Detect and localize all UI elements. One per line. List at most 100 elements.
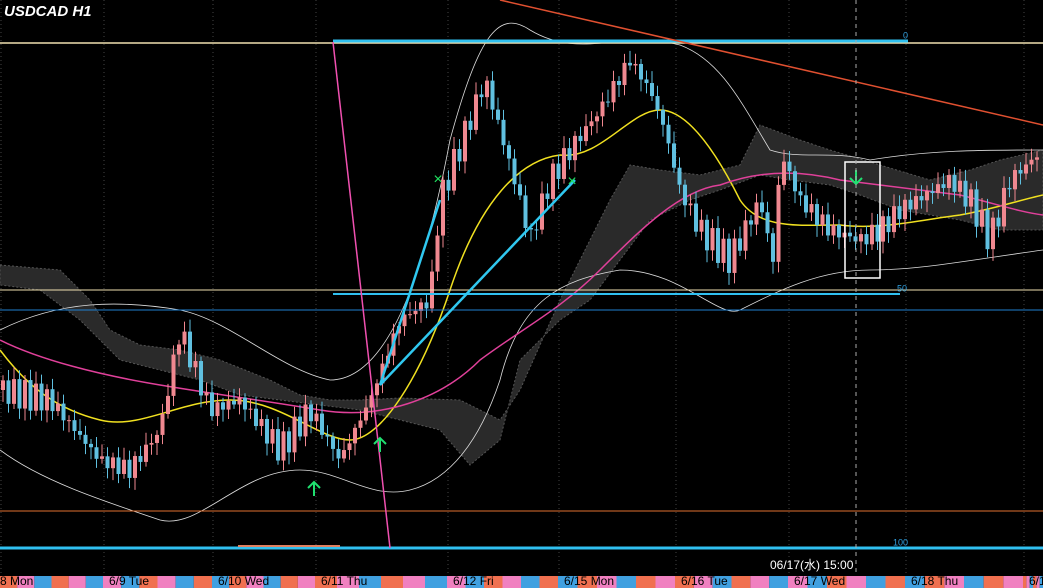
candle-body: [1002, 187, 1006, 227]
candle-body: [908, 199, 913, 210]
candle-body: [782, 161, 786, 185]
candle-body: [232, 400, 236, 405]
candle-body: [787, 161, 792, 172]
axis-segment: [712, 576, 732, 588]
candle-body: [50, 389, 55, 412]
candle-body: [644, 79, 649, 84]
axis-segment: [465, 576, 484, 588]
crosshair-label: 06/17(水) 15:00: [770, 558, 854, 572]
candle-body: [705, 219, 709, 251]
candle-body: [738, 238, 742, 251]
candle-body: [556, 163, 561, 179]
trendline: [378, 199, 442, 386]
candle-body: [342, 450, 346, 459]
candle-body: [826, 214, 830, 236]
candle-body: [727, 238, 731, 273]
highlight-box: [844, 161, 881, 279]
candle-body: [78, 431, 82, 435]
candle-body: [622, 62, 627, 86]
axis-segment: [139, 576, 158, 588]
fib-label: 0: [903, 30, 908, 40]
candle-body: [259, 419, 264, 427]
candle-body: [1018, 170, 1023, 174]
axis-segment: [229, 576, 247, 588]
axis-segment: [121, 576, 140, 588]
candle-body: [716, 228, 720, 263]
candle-body: [903, 199, 907, 220]
candle-body: [336, 448, 341, 459]
candle-body: [919, 196, 924, 201]
x-tick-label: 6/16 Tue: [681, 574, 728, 588]
candle-body: [765, 212, 770, 234]
axis-segment: [337, 576, 359, 588]
candle-body: [507, 145, 511, 159]
candle-body: [248, 408, 253, 410]
candle-body: [551, 163, 555, 199]
candle-body: [83, 434, 88, 444]
candle-body: [138, 456, 143, 462]
candle-body: [149, 442, 154, 445]
candle-body: [743, 220, 748, 251]
up-arrow: [373, 436, 387, 452]
candle-body: [925, 191, 929, 201]
candle-body: [364, 407, 368, 421]
candle-body: [254, 408, 258, 427]
candle-body: [67, 420, 71, 422]
x-tick-label: 6/15 Mon: [564, 574, 614, 588]
axis-segment: [403, 576, 425, 588]
axis-segment: [521, 576, 540, 588]
candle-body: [567, 148, 572, 161]
candle-body: [952, 175, 957, 192]
candle-body: [732, 238, 737, 273]
candle-body: [452, 148, 456, 191]
candle-body: [1013, 170, 1017, 190]
candle-body: [56, 403, 60, 412]
axis-segment: [34, 576, 52, 588]
axis-segment: [193, 576, 212, 588]
candle-body: [892, 206, 896, 233]
candle-body: [523, 195, 528, 228]
candle-body: [45, 389, 49, 411]
x-tick-label: 6/18 Thu: [911, 574, 958, 588]
trendline: [499, 0, 1043, 126]
bollinger-lower: [0, 249, 1043, 522]
candle-body: [171, 354, 176, 396]
x-tick-label: 8 Mon: [0, 574, 33, 588]
candle-body: [204, 392, 209, 396]
candle-body: [17, 379, 22, 409]
candle-body: [562, 148, 566, 179]
candle-body: [479, 94, 484, 98]
candle-body: [111, 457, 115, 469]
candle-body: [1, 380, 5, 390]
candle-body: [496, 109, 500, 120]
candle-body: [144, 444, 148, 462]
candle-body: [688, 203, 693, 206]
candle-body: [760, 202, 764, 213]
candle-body: [314, 413, 319, 422]
axis-segment: [263, 576, 281, 588]
axis-segment: [502, 576, 521, 588]
axis-segment: [693, 576, 713, 588]
candle-body: [683, 184, 687, 206]
candle-body: [221, 402, 225, 410]
candle-body: [160, 414, 165, 435]
candle-body: [677, 167, 682, 185]
candle-body: [320, 413, 324, 435]
candle-body: [974, 189, 979, 227]
axis-segment: [846, 576, 866, 588]
axis-segment: [616, 576, 636, 588]
bollinger-upper: [0, 22, 1043, 381]
x-tick-label: 6/12 Fri: [453, 574, 494, 588]
candle-body: [402, 314, 407, 327]
x-tick-label: 6/10 Wed: [218, 574, 269, 588]
axis-segment: [280, 576, 298, 588]
candle-body: [474, 94, 478, 130]
fib-label: 100: [893, 537, 908, 547]
axis-segment: [315, 576, 337, 588]
candle-body: [584, 126, 588, 142]
axis-segment: [905, 576, 925, 588]
candle-body: [94, 447, 99, 459]
candle-body: [1035, 157, 1039, 160]
candle-body: [958, 180, 962, 192]
candle-body: [606, 101, 610, 103]
